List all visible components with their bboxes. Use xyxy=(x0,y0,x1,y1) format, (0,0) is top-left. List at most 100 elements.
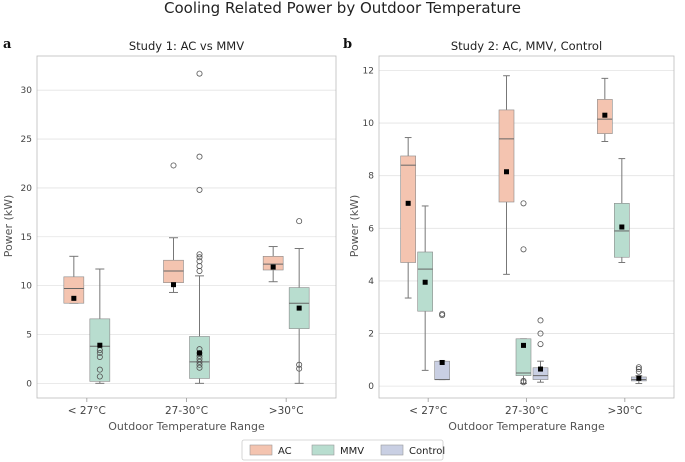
x-tick-label: 27-30°C xyxy=(165,405,208,417)
box-mmv-27-30-c-outlier xyxy=(520,377,527,384)
box-ac-27-30-c-iqr xyxy=(498,109,515,203)
box-ac-27-30-c-outlier xyxy=(170,162,177,169)
box-ac-27-30-c xyxy=(498,75,515,275)
legend-swatch-ac xyxy=(249,444,273,456)
panel-label-b: b xyxy=(343,37,352,52)
legend-label-mmv: MMV xyxy=(340,446,364,457)
box-mmv-30-c xyxy=(614,158,630,264)
y-tick-label: 2 xyxy=(368,330,374,340)
chart-panel-a: a Study 1: AC vs MMV Outdoor Temperature… xyxy=(2,37,337,433)
box-mmv-27-30-c xyxy=(515,200,532,386)
legend-label-control: Control xyxy=(409,446,445,457)
box-mmv-27-30-c-outlier xyxy=(196,263,203,270)
box-mmv-27-30-c-outlier xyxy=(196,186,203,193)
box-control-30-c-outlier xyxy=(635,364,642,371)
box-mmv-30-c-outlier xyxy=(296,361,303,368)
box-ac-27-30-c xyxy=(163,162,184,293)
y-tick-label: 25 xyxy=(21,135,32,145)
box-mmv-27-30-c-outlier xyxy=(196,153,203,160)
plot-frame xyxy=(36,55,337,399)
box-mmv-27-30-c-outlier xyxy=(196,251,203,258)
y-axis-label-b: Power (kW) xyxy=(348,195,361,258)
box-mmv-27-30-c-outlier xyxy=(520,246,527,253)
y-tick-label: 30 xyxy=(21,86,33,96)
box-mmv-27-30-c-outlier xyxy=(520,200,527,207)
box-control-27-c xyxy=(434,310,450,381)
x-tick-label: < 27°C xyxy=(409,405,447,417)
box-control-30-c-outlier xyxy=(635,368,642,375)
box-mmv-27-30-c-outlier xyxy=(196,361,203,368)
box-mmv-27-30-c-outlier xyxy=(196,350,203,357)
box-control-27-c-mean-marker xyxy=(439,359,445,365)
x-tick-label: < 27°C xyxy=(68,405,106,417)
box-mmv-30-c-mean-marker xyxy=(296,305,302,311)
box-mmv-27-30-c-outlier xyxy=(196,267,203,274)
box-control-30-c-mean-marker xyxy=(636,375,642,381)
box-mmv-27-c-outlier xyxy=(96,366,103,373)
box-mmv-27-30-c-outlier xyxy=(196,258,203,265)
y-tick-label: 6 xyxy=(368,224,374,234)
x-tick-label: >30°C xyxy=(607,405,642,417)
panel-title-a: Study 1: AC vs MMV xyxy=(129,39,244,53)
box-mmv-27-30-c-mean-marker xyxy=(197,350,202,356)
legend: AC MMV Control xyxy=(241,439,445,461)
box-mmv-27-c-mean-marker xyxy=(422,279,428,285)
box-ac-27-c-mean-marker xyxy=(405,200,411,206)
x-axis-label-b: Outdoor Temperature Range xyxy=(448,420,605,433)
panel-label-a: a xyxy=(3,37,12,52)
box-mmv-27-30-c xyxy=(189,70,210,384)
chart-panel-b: b Study 2: AC, MMV, Control Outdoor Temp… xyxy=(343,37,675,433)
legend-swatch-mmv xyxy=(311,444,335,456)
y-tick-label: 10 xyxy=(363,119,375,129)
box-ac-30-c-mean-marker xyxy=(270,264,276,270)
box-mmv-27-c-outlier xyxy=(96,353,103,360)
y-tick-label: 0 xyxy=(368,382,374,392)
box-mmv-27-c xyxy=(89,268,111,384)
y-axis-label-a: Power (kW) xyxy=(2,195,15,258)
box-mmv-27-30-c-outlier xyxy=(196,70,203,77)
box-ac-27-30-c-mean-marker xyxy=(504,169,509,175)
box-ac-27-c-iqr xyxy=(400,155,416,263)
y-tick-label: 5 xyxy=(26,330,32,340)
box-control-27-30-c-outlier xyxy=(537,330,544,337)
y-tick-label: 15 xyxy=(21,233,32,243)
box-control-27-c-outlier xyxy=(439,310,446,317)
box-control-30-c xyxy=(631,364,647,385)
y-tick-label: 0 xyxy=(26,379,32,389)
box-mmv-27-c xyxy=(417,205,433,371)
box-mmv-27-30-c-outlier xyxy=(196,355,203,362)
box-ac-27-c xyxy=(63,255,85,304)
x-axis-label-a: Outdoor Temperature Range xyxy=(108,420,265,433)
box-mmv-30-c xyxy=(288,218,310,384)
box-ac-30-c xyxy=(597,77,613,142)
box-mmv-27-30-c-iqr xyxy=(515,338,532,376)
box-mmv-27-30-c-outlier xyxy=(196,358,203,365)
y-tick-label: 8 xyxy=(368,172,374,182)
x-tick-label: >30°C xyxy=(269,405,304,417)
y-tick-label: 12 xyxy=(363,66,374,76)
y-tick-label: 10 xyxy=(21,282,33,292)
box-control-27-30-c-mean-marker xyxy=(538,366,543,372)
y-tick-label: 20 xyxy=(21,184,33,194)
box-mmv-27-30-c-outlier xyxy=(196,364,203,371)
box-mmv-30-c-iqr xyxy=(614,203,630,258)
y-tick-label: 4 xyxy=(368,277,374,287)
box-mmv-27-c-mean-marker xyxy=(97,342,103,348)
box-control-27-30-c-outlier xyxy=(537,317,544,324)
box-ac-30-c-iqr xyxy=(262,256,284,271)
box-mmv-27-30-c-mean-marker xyxy=(521,342,526,348)
panel-title-b: Study 2: AC, MMV, Control xyxy=(451,39,602,53)
box-mmv-27-30-c-outlier xyxy=(196,254,203,261)
box-control-30-c-outlier xyxy=(635,366,642,373)
box-mmv-27-c-outlier xyxy=(96,350,103,357)
legend-label-ac: AC xyxy=(278,446,292,457)
box-mmv-27-c-outlier xyxy=(96,373,103,380)
box-mmv-30-c-mean-marker xyxy=(619,224,625,230)
figure-title: Cooling Related Power by Outdoor Tempera… xyxy=(164,0,521,17)
box-ac-30-c-mean-marker xyxy=(602,112,608,118)
box-control-27-30-c xyxy=(532,317,549,383)
legend-swatch-control xyxy=(380,444,404,456)
box-mmv-30-c-outlier xyxy=(296,365,303,372)
box-mmv-27-30-c-iqr xyxy=(189,336,210,379)
box-control-27-30-c-outlier xyxy=(537,341,544,348)
